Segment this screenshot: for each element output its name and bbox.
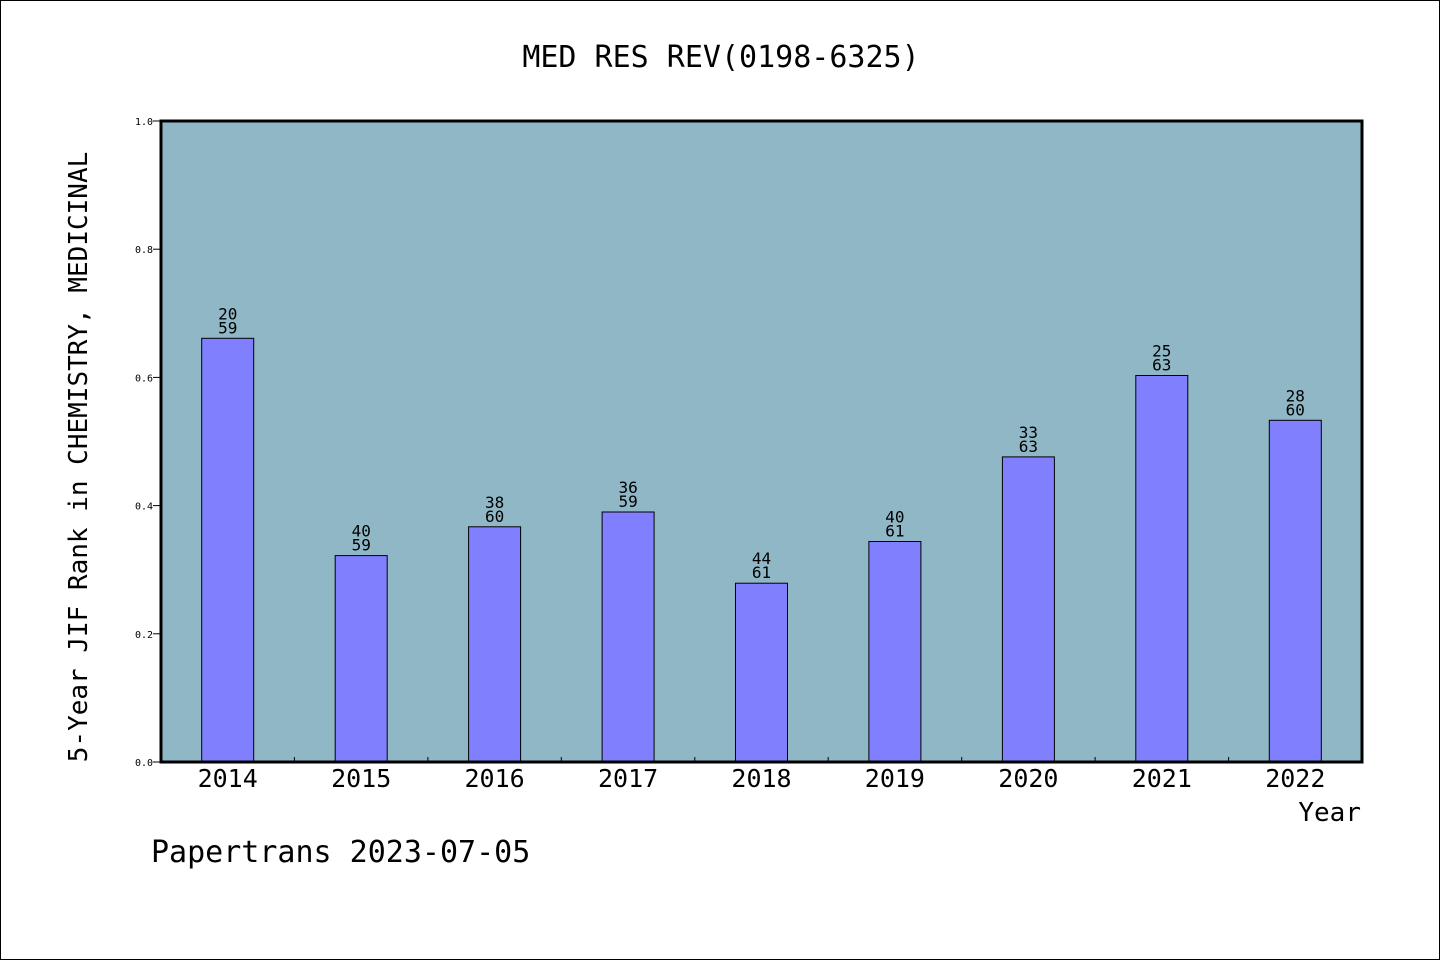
x-tick-label: 2022 bbox=[1265, 764, 1325, 793]
x-tick-label: 2021 bbox=[1132, 764, 1192, 793]
x-tick-label: 2015 bbox=[331, 764, 391, 793]
plot-border bbox=[159, 119, 1364, 764]
bar-label-total: 59 bbox=[352, 536, 371, 555]
chart-title: MED RES REV(0198-6325) bbox=[522, 40, 919, 75]
bar-label-total: 60 bbox=[485, 507, 504, 526]
y-tick-label: 0.8 bbox=[135, 245, 153, 256]
bar-label-rank: 33 bbox=[1019, 423, 1038, 442]
bar-2015 bbox=[334, 555, 388, 763]
bar-2022 bbox=[1268, 419, 1322, 763]
bar-2021 bbox=[1135, 375, 1189, 763]
bar-2018 bbox=[735, 582, 788, 763]
bar-label-rank: 40 bbox=[885, 508, 904, 527]
y-tick-label: 0.0 bbox=[135, 758, 153, 769]
bar-label-rank: 40 bbox=[352, 522, 371, 541]
bar-label-rank: 28 bbox=[1286, 386, 1305, 405]
bar-label-total: 59 bbox=[218, 318, 237, 337]
bar-label-rank: 25 bbox=[1152, 342, 1171, 361]
bar-2020 bbox=[1001, 456, 1055, 763]
y-tick-label: 0.6 bbox=[135, 373, 153, 384]
bar-label-rank: 44 bbox=[752, 549, 771, 568]
bar-label-rank: 38 bbox=[485, 493, 504, 512]
y-axis-label: 5-Year JIF Rank in CHEMISTRY, MEDICINAL bbox=[64, 152, 94, 762]
x-tick-label: 2016 bbox=[464, 764, 524, 793]
bar-label-total: 59 bbox=[618, 492, 637, 511]
x-axis: 2014 2015 2016 2017 2018 2019 2020 2021 2022 bbox=[198, 757, 1325, 793]
y-tick-label: 0.2 bbox=[135, 630, 153, 641]
x-tick-label: 2019 bbox=[865, 764, 925, 793]
bar-2017 bbox=[601, 511, 655, 763]
bars-layer bbox=[201, 337, 1322, 763]
bar-label-total: 63 bbox=[1019, 437, 1038, 456]
bar-label-rank: 20 bbox=[218, 304, 237, 323]
bar-2014 bbox=[201, 337, 255, 763]
bar-2016 bbox=[468, 526, 522, 763]
x-tick-label: 2017 bbox=[598, 764, 658, 793]
footer-watermark: Papertrans 2023-07-05 bbox=[151, 835, 531, 870]
y-tick-label: 1.0 bbox=[135, 117, 153, 128]
bar-label-total: 61 bbox=[752, 563, 771, 582]
bar-2019 bbox=[868, 541, 922, 763]
y-tick-label: 0.4 bbox=[135, 502, 153, 513]
bar-label-total: 61 bbox=[885, 522, 904, 541]
x-tick-label: 2020 bbox=[998, 764, 1058, 793]
bar-label-total: 60 bbox=[1286, 400, 1305, 419]
bar-label-total: 63 bbox=[1152, 356, 1171, 375]
bar-label-rank: 36 bbox=[618, 478, 637, 497]
x-tick-label: 2018 bbox=[731, 764, 791, 793]
y-axis: 0.0 0.2 0.4 0.6 0.8 1.0 bbox=[135, 117, 161, 769]
x-axis-label: Year bbox=[1298, 798, 1361, 828]
x-tick-label: 2014 bbox=[198, 764, 258, 793]
